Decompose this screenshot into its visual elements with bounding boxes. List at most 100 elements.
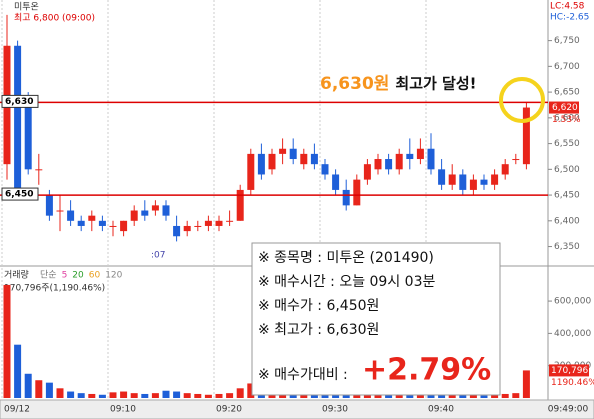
volume-bar <box>385 393 393 398</box>
y-tick-label: 6,400 <box>554 216 580 226</box>
candle-body <box>512 159 520 161</box>
volume-bar <box>24 373 32 398</box>
volume-bar <box>56 388 64 398</box>
volume-bar <box>459 393 467 398</box>
y-tick-label: 400,000 <box>554 329 591 339</box>
candle-body <box>77 220 85 226</box>
info-row: ※ 최고가 : 6,630원 <box>258 322 379 338</box>
volume-bar <box>88 393 96 398</box>
candle-body <box>491 174 499 185</box>
candle-body <box>416 148 424 160</box>
candle-body <box>35 169 43 171</box>
candle-body <box>459 174 467 190</box>
chart-subtitle: 최고 6,800 (09:00) <box>14 13 95 24</box>
volume-bar <box>67 391 75 398</box>
candle-body <box>236 189 244 221</box>
volume-bar <box>151 393 159 398</box>
last-price-label: 6,620 <box>552 103 578 113</box>
info-row: ※ 종목명 : 미투온 (201490) <box>258 250 434 266</box>
volume-bar <box>353 393 361 398</box>
compare-label: ※ 매수가대비 : <box>258 367 348 383</box>
candle-body <box>151 205 159 211</box>
candle-body <box>374 159 382 170</box>
candle-body <box>448 174 456 185</box>
y-tick-label: 6,600 <box>554 113 580 123</box>
candle-body <box>14 45 22 190</box>
y-tick-label: 6,750 <box>554 36 580 46</box>
candle-body <box>24 97 32 170</box>
hc-label: HC:-2.65 <box>550 13 589 23</box>
volume-bar <box>300 394 308 398</box>
volume-bar <box>183 393 191 398</box>
candle-body <box>67 210 75 221</box>
volume-bar <box>310 393 318 398</box>
volume-bar <box>162 390 170 398</box>
info-box: ※ 종목명 : 미투온 (201490) ※ 매수시간 : 오늘 09시 03분 ※… <box>251 242 501 396</box>
y-tick-label: 6,550 <box>554 139 580 149</box>
candle-body <box>98 220 106 226</box>
info-row: ※ 매수가 : 6,450원 <box>258 298 379 314</box>
volume-bar <box>141 393 149 398</box>
candle-body <box>385 159 393 170</box>
legend-entry: 20 <box>72 271 84 281</box>
volume-header: 170,796주(1,190.46%) <box>4 283 105 294</box>
candle-body <box>342 189 350 206</box>
last-volume-box <box>549 364 589 377</box>
volume-bar <box>35 380 43 398</box>
candle-body <box>427 148 435 170</box>
y-tick-label: 6,500 <box>554 165 580 175</box>
ratio-label: 1190.46% <box>551 378 594 388</box>
volume-bar <box>247 383 255 398</box>
legend-entry: 120 <box>105 271 122 281</box>
candle-body <box>173 225 181 237</box>
last-volume-label: 170,796 <box>551 366 588 376</box>
last-price-box <box>549 101 579 114</box>
candle-body <box>141 210 149 216</box>
y-tick-label: 6,650 <box>554 88 580 98</box>
volume-bar <box>173 391 181 398</box>
volume-bar <box>512 393 520 398</box>
volume-bar <box>3 284 11 398</box>
candle-body <box>56 210 64 212</box>
volume-bar <box>480 395 488 398</box>
candle-body <box>469 179 477 190</box>
candle-body <box>395 153 403 170</box>
candle-body <box>226 220 234 222</box>
volume-bar <box>469 394 477 398</box>
volume-bar <box>427 394 435 398</box>
legend-entry: 단순 <box>40 270 57 281</box>
marker-label: :07 <box>151 251 165 261</box>
candle-body <box>406 153 414 160</box>
candle-body <box>268 153 276 170</box>
candle-body <box>194 225 202 227</box>
volume-bar <box>14 344 22 398</box>
volume-bar <box>374 394 382 398</box>
candle-body <box>438 169 446 185</box>
candle-body <box>279 148 287 154</box>
volume-bar <box>448 394 456 398</box>
volume-bar <box>98 394 106 398</box>
candle-body <box>215 220 223 226</box>
volume-bar <box>289 393 297 398</box>
lc-label: LC:4.58 <box>550 2 585 12</box>
candle-body <box>310 153 318 165</box>
level-label-box <box>1 94 39 108</box>
x-tick-label: 09:40 <box>428 405 454 415</box>
highlight-circle <box>499 77 545 123</box>
time-axis <box>0 399 594 419</box>
cursor-time: 09:49:00 <box>548 405 589 415</box>
candle-body <box>257 153 265 175</box>
level-label: 6,450 <box>5 190 33 200</box>
volume-bar <box>236 388 244 398</box>
y-tick-label: 6,450 <box>554 191 580 201</box>
candle-body <box>289 148 297 160</box>
volume-bar <box>522 370 530 398</box>
volume-bar <box>77 393 85 398</box>
y-tick-label: 600,000 <box>554 297 591 307</box>
candle-body <box>162 205 170 216</box>
change-label: 1.53% <box>552 115 581 125</box>
volume-bar <box>395 394 403 398</box>
info-row: ※ 매수시간 : 오늘 09시 03분 <box>258 274 435 290</box>
candle-body <box>109 225 117 227</box>
compare-value: +2.79% <box>362 353 491 388</box>
